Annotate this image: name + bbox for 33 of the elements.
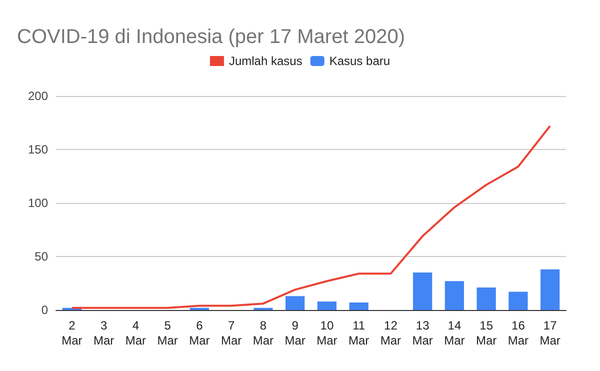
x-tick-label: 3 Mar — [93, 318, 114, 348]
bar — [317, 301, 336, 310]
x-tick-label: 17 Mar — [540, 318, 560, 348]
x-tick-label: 13 Mar — [412, 318, 433, 348]
x-tick-label: 7 Mar — [220, 318, 242, 348]
x-tick-label: 11 Mar — [348, 318, 370, 348]
bar — [444, 281, 464, 310]
x-tick-label: 12 Mar — [380, 318, 402, 348]
x-tick-label: 14 Mar — [444, 318, 465, 348]
legend-label: Jumlah kasus — [228, 54, 302, 68]
x-tick-label: 6 Mar — [189, 318, 210, 348]
chart-title: COVID-19 di Indonesia (per 17 Maret 2020) — [17, 26, 405, 48]
bar — [349, 302, 368, 310]
legend-label: Kasus baru — [329, 54, 390, 68]
x-tick-label: 2 Mar — [62, 318, 82, 348]
bar — [508, 292, 528, 310]
x-tick-label: 10 Mar — [316, 318, 338, 348]
y-tick-label: 200 — [28, 89, 48, 103]
x-tick-label: 15 Mar — [476, 318, 497, 348]
bar — [540, 269, 560, 310]
x-tick-label: 16 Mar — [508, 318, 529, 348]
y-tick-label: 50 — [34, 250, 48, 264]
x-tick-label: 8 Mar — [252, 318, 274, 348]
x-tick-label: 5 Mar — [157, 318, 178, 348]
y-tick-label: 150 — [28, 142, 48, 156]
x-tick-label: 4 Mar — [125, 318, 146, 348]
x-tick-label: 9 Mar — [284, 318, 306, 348]
bar — [476, 288, 496, 310]
line-series — [70, 124, 552, 309]
y-tick-label: 100 — [28, 196, 48, 210]
y-tick-label: 0 — [41, 303, 48, 317]
bar — [413, 272, 432, 310]
bar — [286, 296, 305, 310]
